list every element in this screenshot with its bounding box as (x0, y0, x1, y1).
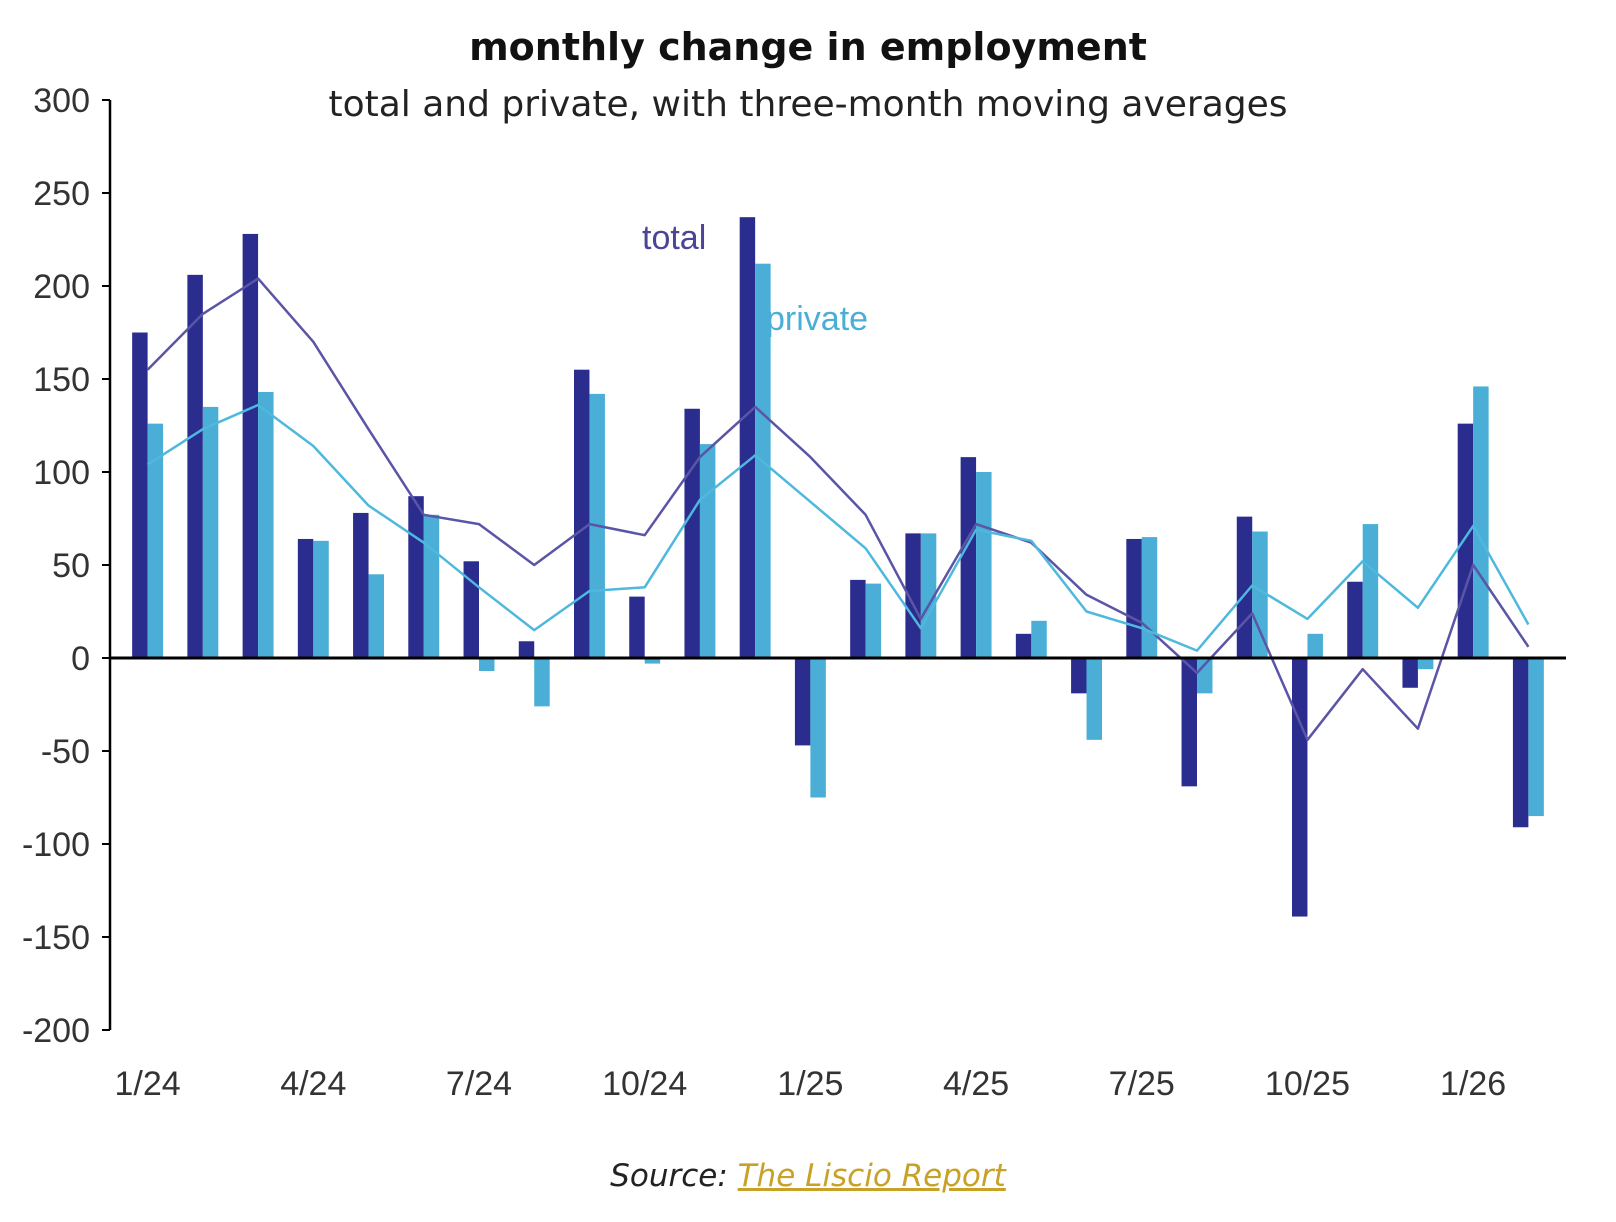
x-tick-label: 4/24 (280, 1065, 346, 1103)
private-bar (1362, 524, 1379, 658)
x-tick-label: 1/26 (1440, 1065, 1506, 1103)
y-tick-label: 200 (33, 268, 90, 306)
chart: monthly change in employment total and p… (22, 25, 1566, 1103)
total-bar (794, 658, 811, 746)
y-tick-label: -50 (41, 733, 90, 771)
y-tick-label: 250 (33, 175, 90, 213)
y-tick-label: 150 (33, 361, 90, 399)
total-bar (1512, 658, 1529, 828)
total-bar (960, 457, 977, 658)
private-bar (1141, 537, 1158, 658)
total-bar (1291, 658, 1308, 917)
source-note: Source: The Liscio Report (0, 1158, 1616, 1194)
total-bar (1126, 538, 1142, 658)
total-bar (1347, 581, 1363, 658)
total-bar (408, 496, 424, 658)
x-tick-label: 10/24 (602, 1065, 687, 1103)
private-bar (1197, 658, 1213, 694)
total-bar (1402, 658, 1418, 688)
private-bar (1528, 658, 1544, 817)
private-bar (644, 658, 661, 664)
total-bar (850, 579, 866, 658)
total-bar (518, 641, 535, 658)
private-bar (423, 514, 440, 658)
total-bar (187, 274, 203, 658)
private-bar (699, 444, 716, 658)
chart-subtitle: total and private, with three-month movi… (328, 84, 1287, 125)
total-moving-average-line (146, 277, 1530, 742)
total-bar (684, 408, 700, 658)
y-tick-label: 100 (33, 454, 90, 492)
x-tick-label: 4/25 (943, 1065, 1009, 1103)
total-bar (1181, 658, 1197, 787)
total-bar (1015, 633, 1032, 658)
x-tick-label: 7/25 (1109, 1065, 1175, 1103)
private-bar (810, 658, 826, 798)
private-bar (258, 392, 274, 658)
private-bar (534, 658, 550, 707)
private-bar (202, 406, 219, 658)
private-moving-average-line (146, 403, 1530, 652)
x-tick-label: 1/25 (777, 1065, 843, 1103)
x-axis-ticks: 1/24 4/24 7/24 10/24 1/25 4/25 7/25 10/25 1/26 (115, 1065, 1507, 1103)
y-tick-label: 300 (33, 82, 90, 120)
private-bar (1307, 633, 1323, 658)
total-bars (132, 217, 1529, 917)
total-bar (297, 538, 314, 658)
private-bar (147, 423, 164, 658)
private-bar (1031, 620, 1047, 658)
total-series-label: total (642, 219, 706, 257)
x-tick-label: 1/24 (115, 1065, 181, 1103)
total-bar (739, 217, 756, 658)
source-prefix: Source: (610, 1158, 738, 1194)
y-tick-label: 50 (52, 547, 90, 585)
y-tick-label: -200 (22, 1012, 90, 1050)
total-bar (905, 533, 921, 658)
total-bar (1236, 516, 1253, 658)
private-bar (313, 540, 329, 658)
total-bar (573, 369, 590, 658)
x-tick-label: 7/24 (446, 1065, 512, 1103)
private-bar (976, 472, 992, 658)
total-bar (242, 233, 259, 659)
y-tick-label: 0 (71, 640, 90, 678)
total-bar (353, 512, 369, 658)
private-bar (920, 533, 937, 658)
private-bar (1086, 658, 1103, 740)
y-tick-label: -100 (22, 826, 90, 864)
private-series-label: private (766, 300, 868, 338)
total-bar (132, 332, 148, 658)
x-tick-label: 10/25 (1265, 1065, 1350, 1103)
private-bar (865, 583, 882, 658)
private-bar (368, 574, 385, 658)
private-bar (479, 658, 495, 672)
y-axis-ticks: 300 250 200 150 100 50 0 -50 -100 -150 -200 (22, 82, 110, 1050)
y-tick-label: -150 (22, 919, 90, 957)
axes (108, 100, 1566, 1030)
total-bar (629, 596, 645, 658)
chart-title: monthly change in employment (469, 25, 1147, 69)
total-bar (1071, 658, 1087, 694)
total-bar (1457, 423, 1474, 658)
moving-average-lines (146, 277, 1530, 742)
source-link[interactable]: The Liscio Report (737, 1158, 1006, 1194)
private-bar (1473, 386, 1489, 658)
private-bar (1252, 531, 1268, 658)
private-bar (1417, 658, 1434, 670)
